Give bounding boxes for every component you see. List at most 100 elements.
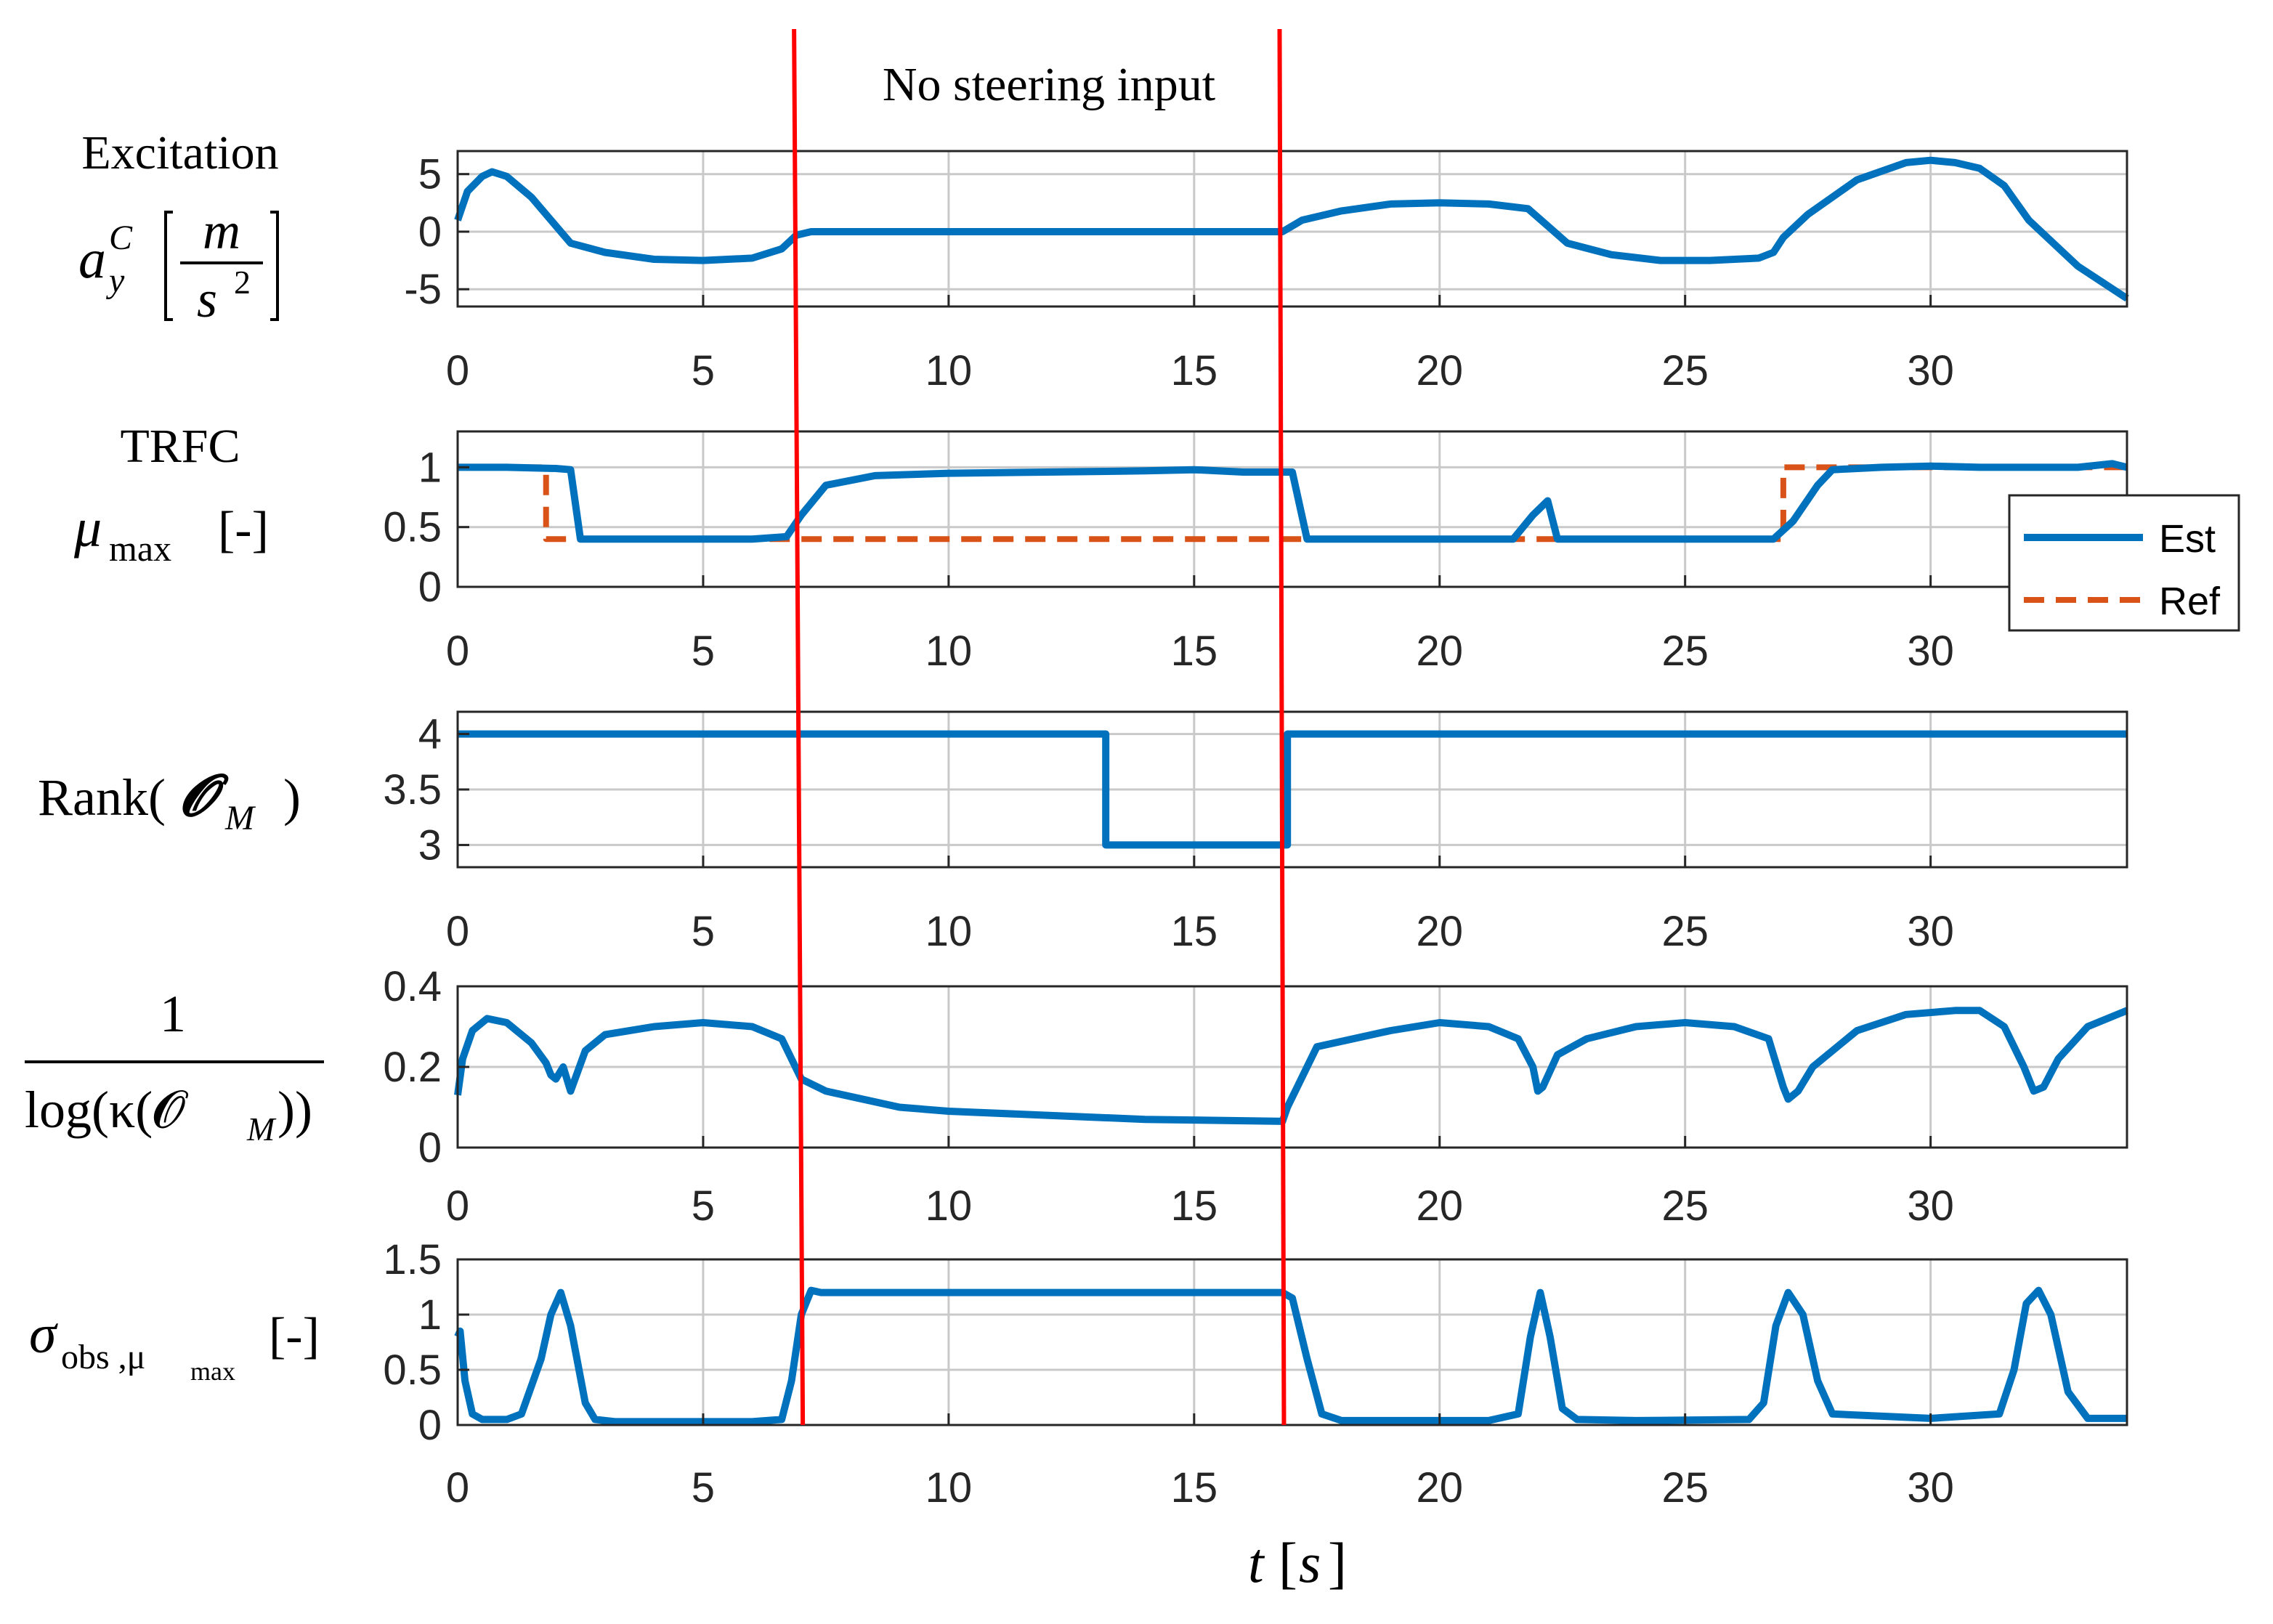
panel-4-xtick-1: 5 — [692, 1182, 715, 1230]
panel-2-xtick-3: 15 — [1171, 628, 1218, 675]
panel-5-xtick-0: 0 — [446, 1464, 469, 1511]
x-axis-title: t [ s ] — [1248, 1531, 1347, 1594]
panel-5-symbol-subsub: max — [190, 1357, 235, 1386]
panel-1-xtick-4: 20 — [1417, 347, 1464, 394]
panel-5-symbol-sub: obs ,μ — [61, 1338, 145, 1376]
event-markers — [792, 28, 1287, 1426]
panel-1-ytick-2: 5 — [418, 151, 442, 198]
legend-label-est: Est — [2159, 517, 2216, 561]
panel-3-xtick-2: 10 — [925, 908, 973, 955]
panel-1-ytick-1: 0 — [418, 208, 442, 256]
panel-5-ytick-3: 1.5 — [383, 1236, 442, 1283]
panel-2-symbol: μ — [73, 498, 102, 559]
panel-4-ytick-2: 0.4 — [383, 963, 442, 1010]
panel-2-series-est — [458, 460, 2128, 543]
panel-3-xtick-1: 5 — [692, 908, 715, 955]
panel-5-unit: [-] — [269, 1308, 320, 1364]
panel-4-xtick-5: 25 — [1661, 1182, 1709, 1230]
panel-5-symbol: σ — [29, 1304, 58, 1365]
panel-4-xtick-3: 15 — [1171, 1182, 1218, 1230]
panel-2-unit: [-] — [218, 502, 269, 558]
panel-2-xtick-0: 0 — [446, 628, 469, 675]
panel-5-frame — [456, 1258, 2128, 1426]
panel-5-xtick-1: 5 — [692, 1464, 715, 1511]
panel-1-xtick-6: 30 — [1907, 347, 1954, 394]
x-axis-bracket-close: ] — [1328, 1531, 1347, 1594]
panel-4-num: 1 — [160, 985, 186, 1043]
panel-2-xtick-5: 25 — [1661, 628, 1709, 675]
panel-1-series-est — [454, 156, 2129, 302]
panel-2-ylabel: TRFC μ max [-] — [73, 420, 269, 569]
panel-5: 0 5 10 15 20 25 30 0 0.5 1 1.5 — [383, 1236, 2128, 1511]
panel-1-unit-num: m — [203, 202, 240, 260]
panel-5-xtick-3: 15 — [1171, 1464, 1218, 1511]
panel-4-xtick-6: 30 — [1907, 1182, 1954, 1230]
panel-1-symbol: a — [78, 229, 106, 290]
legend: Est Ref — [2008, 494, 2240, 632]
panel-1-unit-den: s — [197, 270, 217, 328]
panel-2-symbol-sub: max — [109, 528, 171, 569]
panel-3-xtick-4: 20 — [1417, 908, 1464, 955]
legend-label-ref: Ref — [2159, 580, 2221, 623]
panel-1-xtick-1: 5 — [692, 347, 715, 394]
x-axis-unit: s — [1299, 1531, 1321, 1594]
panel-4-den: log(κ(𝓞 — [25, 1081, 188, 1139]
panel-1-xtick-2: 10 — [925, 347, 973, 394]
x-axis-bracket-open: [ — [1279, 1531, 1297, 1594]
panel-1-unit-den-exp: 2 — [234, 264, 251, 301]
panel-3-xtick-6: 30 — [1907, 908, 1954, 955]
panel-3-label-text: Rank( — [38, 768, 166, 827]
panel-2-xtick-1: 5 — [692, 628, 715, 675]
panel-4-series-est — [454, 1007, 2128, 1125]
event-marker-2 — [1277, 28, 1287, 1426]
panel-4: 0 5 10 15 20 25 30 0 0.2 0.4 — [383, 963, 2128, 1230]
panel-5-ytick-1: 0.5 — [383, 1347, 442, 1394]
panel-1-ytick-0: -5 — [404, 266, 442, 313]
panel-2-xtick-4: 20 — [1417, 628, 1464, 675]
panel-1-symbol-sub: y — [105, 261, 125, 300]
panel-1-xtick-3: 15 — [1171, 347, 1218, 394]
panel-2-title: TRFC — [120, 420, 240, 473]
panel-1-title: Excitation — [81, 126, 278, 179]
panel-3-ytick-1: 3.5 — [383, 766, 442, 813]
panel-4-xtick-0: 0 — [446, 1182, 469, 1230]
panel-5-series-est — [454, 1286, 2127, 1426]
panel-2-ytick-0: 0 — [418, 564, 442, 611]
panel-3-label-close: ) — [283, 768, 301, 827]
panel-2-plot-area — [458, 431, 2127, 587]
panel-1: 0 5 10 15 20 25 30-505 — [404, 150, 2129, 394]
x-axis-label: t — [1248, 1531, 1265, 1594]
panel-3: 0 5 10 15 20 25 30 3 3.5 4 — [383, 710, 2128, 955]
panel-3-xtick-0: 0 — [446, 908, 469, 955]
panel-4-xtick-4: 20 — [1417, 1182, 1464, 1230]
panel-2-xtick-6: 30 — [1907, 628, 1954, 675]
panel-4-ytick-0: 0 — [418, 1124, 442, 1172]
event-marker-1 — [792, 28, 806, 1426]
panel-1-symbol-sup: C — [109, 219, 133, 257]
panel-5-plot-area — [458, 1259, 2127, 1425]
panel-5-ytick-2: 1 — [418, 1291, 442, 1339]
panel-5-xtick-5: 25 — [1661, 1464, 1709, 1511]
panel-5-ytick-0: 0 — [418, 1402, 442, 1449]
panel-3-xtick-5: 25 — [1661, 908, 1709, 955]
panel-5-xtick-4: 20 — [1417, 1464, 1464, 1511]
panel-4-den-close: )) — [277, 1081, 312, 1139]
panel-3-ytick-0: 3 — [418, 821, 442, 869]
panel-3-label-sub: M — [224, 799, 256, 837]
panel-3-ylabel: Rank( 𝓞 M ) — [38, 764, 301, 837]
annotation-no-steering: No steering input — [883, 58, 1215, 111]
panel-5-ylabel: σ obs ,μ max [-] — [29, 1304, 320, 1386]
panel-2-ytick-1: 0.5 — [383, 504, 442, 551]
panel-1-xtick-0: 0 — [446, 347, 469, 394]
panel-4-den-sub: M — [246, 1111, 277, 1148]
panel-3-series-est — [458, 730, 2127, 849]
panel-4-ylabel: 1 log(κ(𝓞 M )) — [25, 985, 324, 1148]
panel-5-xtick-6: 30 — [1907, 1464, 1954, 1511]
panel-2: 0 5 10 15 20 25 30 0 0.5 1 — [383, 430, 2128, 675]
panel-4-ytick-1: 0.2 — [383, 1044, 442, 1091]
legend-box — [2008, 494, 2240, 632]
panel-1-xtick-5: 25 — [1661, 347, 1709, 394]
panel-1-frame — [456, 150, 2128, 308]
panel-2-ytick-2: 1 — [418, 444, 442, 491]
